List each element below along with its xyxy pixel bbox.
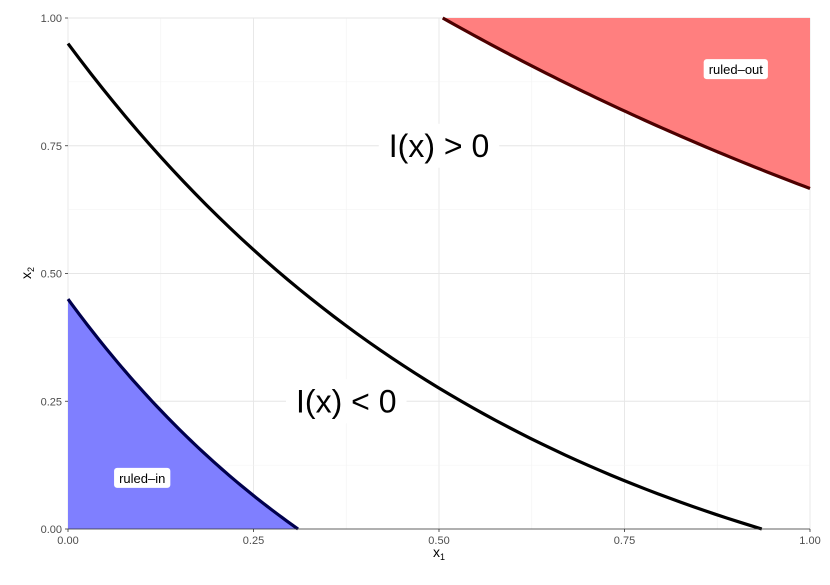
decision-boundary-line [66,42,763,531]
negative-region-label-background [286,379,407,424]
ruled-in-label: ruled–in [119,471,165,486]
y-axis-title: x2 [18,267,36,279]
x-tick-label: 0.25 [243,535,264,547]
y-tick-label: 0.75 [41,141,62,153]
x-tick-label: 0.75 [614,535,635,547]
y-tick-label: 1.00 [41,13,62,25]
x-tick-label: 0.00 [57,535,78,547]
y-tick-label: 0.50 [41,269,62,281]
ruled-in-label-background [114,467,171,488]
x-tick-label: 0.50 [428,535,449,547]
y-tick-label: 0.00 [41,524,62,536]
labels: I(x) > 0 I(x) < 0 ruled–in ruled–out [114,59,768,488]
ruled-out-label: ruled–out [709,62,764,77]
axes: 0.00 0.25 0.50 0.75 1.00 0.00 0.25 0.50 0.75 1.00 [41,13,821,547]
positive-region-label: I(x) > 0 [389,128,489,164]
y-axis-title-subscript: 2 [26,267,36,272]
curves [66,16,811,531]
ruled-in-boundary-line [66,298,299,531]
x-tick-label: 1.00 [799,535,820,547]
ruled-out-boundary-line [441,16,811,190]
positive-region-label-background [378,123,500,168]
x-axis-title: x1 [433,544,445,562]
ruled-out-label-background [703,59,768,80]
y-tick-label: 0.25 [41,396,62,408]
negative-region-label: I(x) < 0 [296,383,396,419]
x-axis-title-subscript: 1 [440,552,445,562]
ruled-in-region [68,299,299,529]
